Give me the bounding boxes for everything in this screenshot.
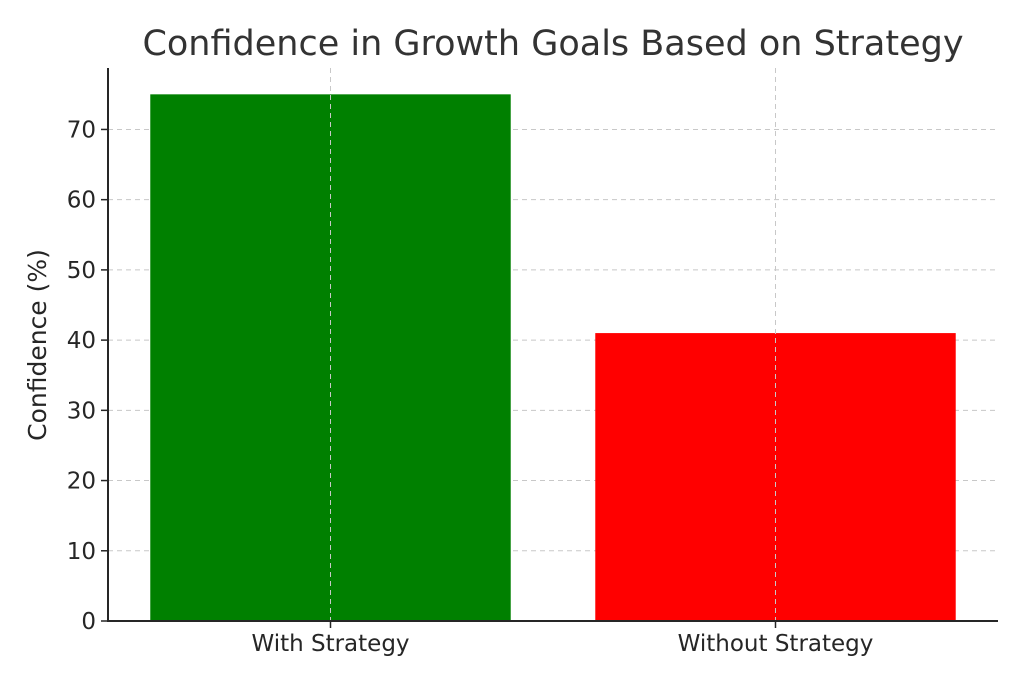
x-ticks: With Strategy Without Strategy [251,621,873,657]
y-tick-label: 40 [67,328,96,354]
y-tick-label: 70 [67,117,96,143]
y-ticks: 0 10 20 30 40 50 60 70 [67,117,108,635]
axes [107,68,998,622]
y-tick-label: 20 [67,469,96,495]
bars [150,68,956,622]
x-tick-label: With Strategy [251,631,409,657]
y-tick-label: 10 [67,539,96,565]
chart-title: Confidence in Growth Goals Based on Stra… [142,24,963,64]
y-tick-label: 60 [67,188,96,214]
x-tick-label: Without Strategy [678,631,874,657]
y-axis-label: Confidence (%) [23,249,52,441]
y-tick-label: 30 [67,398,96,424]
y-tick-label: 50 [67,258,96,284]
y-tick-label: 0 [81,609,96,635]
